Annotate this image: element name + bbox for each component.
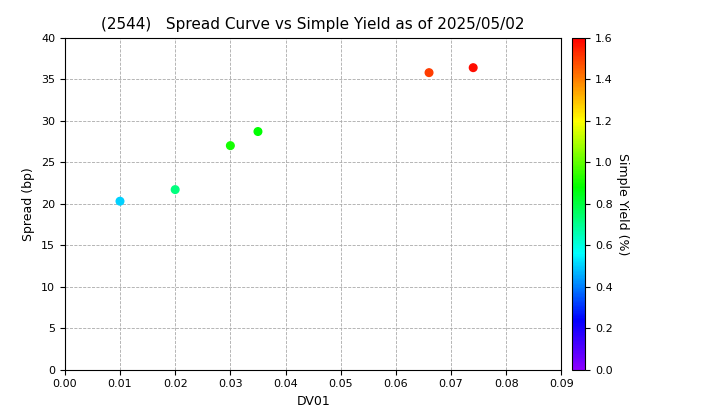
Y-axis label: Simple Yield (%): Simple Yield (%) (616, 152, 629, 255)
Point (467, 64, 479, 71)
Point (225, 142, 236, 149)
Y-axis label: Spread (bp): Spread (bp) (22, 167, 35, 241)
Point (114, 198, 126, 205)
Point (252, 128, 264, 135)
Point (423, 69, 435, 76)
Title: (2544)   Spread Curve vs Simple Yield as of 2025/05/02: (2544) Spread Curve vs Simple Yield as o… (102, 18, 525, 32)
X-axis label: DV01: DV01 (296, 395, 330, 408)
Point (169, 186, 181, 193)
